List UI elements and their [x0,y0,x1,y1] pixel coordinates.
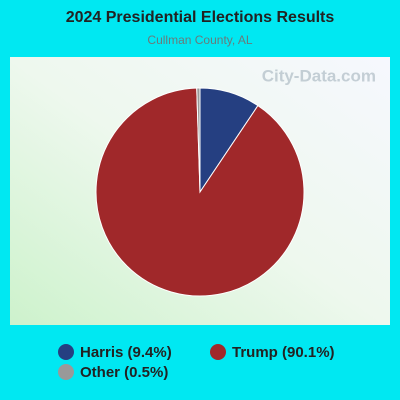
legend-swatch [58,364,74,380]
legend-label: Other (0.5%) [80,364,168,381]
watermark: City-Data.com [262,66,376,85]
pie [95,87,305,297]
legend-label: Trump (90.1%) [232,344,335,361]
legend: Harris (9.4%) Trump (90.1%) Other (0.5%) [58,344,335,381]
legend-swatch [210,344,226,360]
pie-slice [196,87,201,193]
chart-title: 2024 Presidential Elections Results [66,9,335,26]
legend-swatch [58,344,74,360]
chart-subtitle: Cullman County, AL [147,33,252,47]
legend-label: Harris (9.4%) [80,344,172,361]
